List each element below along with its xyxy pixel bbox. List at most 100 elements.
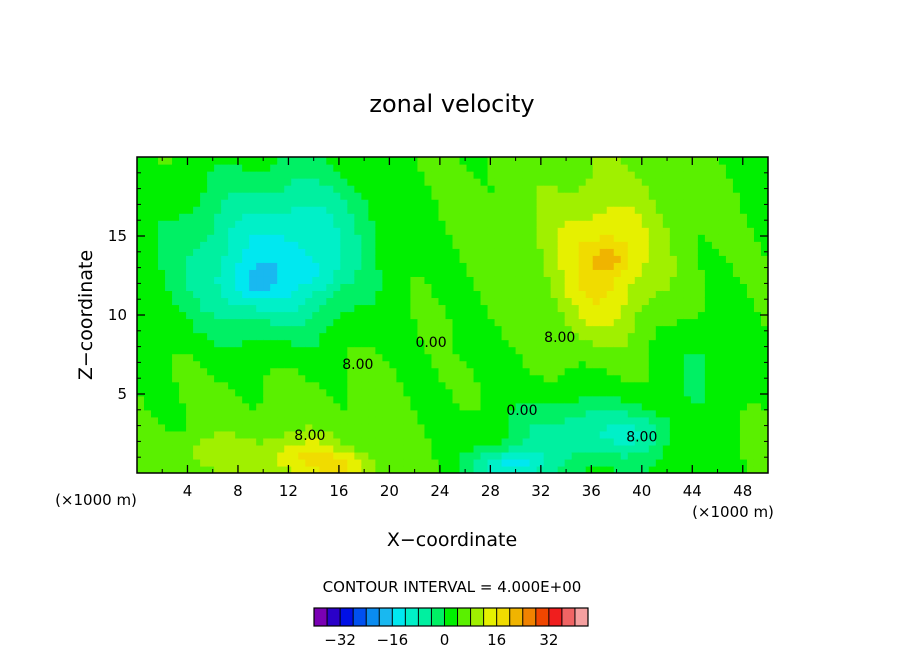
- contour-cell: [326, 234, 334, 242]
- contour-cell: [753, 437, 762, 446]
- contour-cell: [158, 199, 166, 207]
- contour-cell: [718, 220, 727, 228]
- contour-cell: [494, 409, 503, 418]
- contour-interval-text: CONTOUR INTERVAL = 4.000E+00: [323, 578, 582, 596]
- contour-cell: [571, 220, 580, 228]
- contour-cell: [382, 199, 390, 207]
- contour-cell: [508, 458, 517, 467]
- contour-cell: [256, 227, 264, 235]
- contour-cell: [193, 192, 201, 200]
- contour-cell: [746, 248, 755, 256]
- contour-cell: [564, 178, 573, 186]
- contour-cell: [340, 395, 348, 404]
- contour-cell: [613, 381, 622, 390]
- contour-cell: [760, 423, 768, 432]
- contour-cell: [529, 409, 538, 418]
- contour-cell: [291, 255, 299, 263]
- contour-cell: [466, 381, 475, 390]
- contour-cell: [599, 269, 608, 277]
- contour-cell: [375, 171, 383, 179]
- contour-cell: [515, 465, 524, 473]
- contour-cell: [641, 367, 650, 376]
- contour-cell: [319, 332, 327, 341]
- contour-cell: [291, 276, 299, 284]
- contour-cell: [165, 297, 173, 306]
- contour-cell: [158, 381, 166, 390]
- contour-cell: [606, 213, 615, 221]
- contour-cell: [235, 430, 243, 439]
- contour-cell: [760, 409, 768, 418]
- contour-cell: [319, 402, 327, 411]
- contour-cell: [228, 360, 236, 369]
- contour-cell: [200, 164, 208, 172]
- contour-cell: [445, 318, 454, 327]
- contour-cell: [466, 297, 475, 306]
- contour-cell: [578, 360, 587, 369]
- contour-cell: [361, 374, 369, 383]
- contour-cell: [662, 248, 671, 256]
- contour-cell: [550, 402, 559, 411]
- contour-cell: [221, 248, 229, 256]
- contour-cell: [417, 423, 426, 432]
- contour-cell: [340, 199, 348, 207]
- contour-cell: [739, 178, 748, 186]
- contour-cell: [263, 283, 271, 292]
- contour-cell: [165, 318, 173, 327]
- contour-cell: [291, 297, 299, 306]
- contour-cell: [424, 220, 433, 228]
- contour-cell: [326, 276, 334, 284]
- contour-cell: [459, 409, 468, 418]
- contour-cell: [452, 395, 461, 404]
- contour-cell: [564, 164, 573, 172]
- contour-cell: [333, 451, 341, 460]
- contour-cell: [424, 444, 433, 453]
- contour-cell: [298, 199, 306, 207]
- contour-cell: [165, 199, 173, 207]
- contour-cell: [249, 311, 257, 320]
- contour-cell: [340, 206, 348, 214]
- contour-cell: [368, 451, 376, 460]
- contour-cell: [326, 283, 334, 292]
- contour-cell: [158, 206, 166, 214]
- contour-cell: [151, 192, 159, 200]
- contour-cell: [291, 248, 299, 256]
- contour-cell: [704, 444, 713, 453]
- contour-cell: [347, 458, 355, 467]
- contour-cell: [305, 164, 313, 172]
- contour-cell: [634, 423, 643, 432]
- contour-cell: [529, 164, 538, 172]
- contour-cell: [312, 395, 320, 404]
- contour-cell: [438, 444, 447, 453]
- contour-cell: [592, 444, 601, 453]
- contour-cell: [284, 451, 292, 460]
- contour-cell: [305, 227, 313, 235]
- contour-cell: [277, 409, 285, 418]
- contour-cell: [753, 430, 762, 439]
- contour-cell: [417, 192, 426, 200]
- contour-cell: [501, 283, 510, 292]
- contour-cell: [403, 199, 412, 207]
- contour-cell: [291, 283, 299, 292]
- contour-cell: [144, 213, 152, 221]
- contour-cell: [452, 353, 461, 362]
- contour-cell: [347, 360, 355, 369]
- contour-cell: [536, 269, 545, 277]
- contour-cell: [627, 367, 636, 376]
- contour-cell: [473, 451, 482, 460]
- contour-cell: [431, 423, 440, 432]
- contour-cell: [277, 437, 285, 446]
- contour-cell: [375, 395, 383, 404]
- contour-cell: [459, 423, 468, 432]
- contour-cell: [578, 416, 587, 425]
- contour-cell: [648, 248, 657, 256]
- contour-cell: [529, 465, 538, 473]
- contour-cell: [375, 402, 383, 411]
- contour-cell: [732, 206, 741, 214]
- contour-cell: [648, 374, 657, 383]
- contour-cell: [515, 451, 524, 460]
- contour-cell: [697, 451, 706, 460]
- contour-cell: [291, 388, 299, 397]
- contour-cell: [711, 409, 720, 418]
- contour-cell: [655, 388, 664, 397]
- contour-cell: [235, 437, 243, 446]
